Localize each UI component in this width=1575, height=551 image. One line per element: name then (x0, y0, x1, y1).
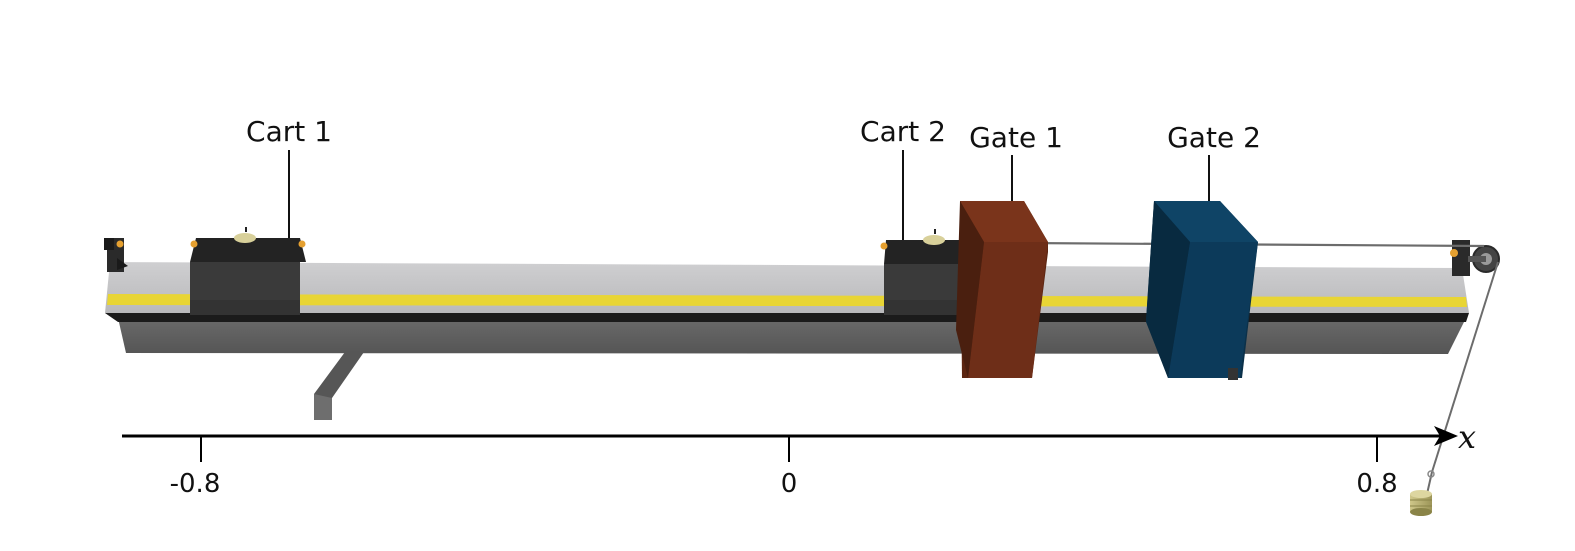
cart-1-weight-disc (234, 233, 256, 243)
x-axis-tick-label: 0 (781, 469, 798, 499)
label-gate-2: Gate 2 (1167, 121, 1261, 201)
pulley-assembly (1450, 240, 1500, 276)
hanging-mass (1410, 490, 1432, 516)
track-body (118, 318, 1466, 354)
track-support-leg (314, 352, 364, 420)
x-axis-tick-label: 0.8 (1356, 469, 1397, 499)
track-yellow-stripe (107, 294, 1467, 307)
x-axis: x -0.8 0 0.8 (122, 418, 1476, 499)
x-axis-tick-label: -0.8 (170, 469, 221, 499)
label-gate-1: Gate 1 (969, 121, 1063, 201)
label-cart-2: Cart 2 (860, 115, 946, 240)
label-cart-2-text: Cart 2 (860, 115, 946, 148)
left-end-bracket (104, 238, 128, 272)
air-track (105, 262, 1469, 354)
label-cart-1-text: Cart 1 (246, 115, 332, 148)
track-bottom-edge (105, 313, 1469, 322)
label-cart-1: Cart 1 (246, 115, 332, 238)
cart-1 (190, 227, 306, 315)
label-gate-1-text: Gate 1 (969, 121, 1063, 154)
cart-2-weight-disc (923, 235, 945, 245)
label-gate-2-text: Gate 2 (1167, 121, 1261, 154)
x-axis-arrowhead (1434, 426, 1458, 446)
gate-2 (1146, 201, 1258, 380)
gate-1 (956, 201, 1048, 378)
x-axis-variable: x (1458, 418, 1476, 456)
x-axis-ticks: -0.8 0 0.8 (170, 436, 1398, 499)
